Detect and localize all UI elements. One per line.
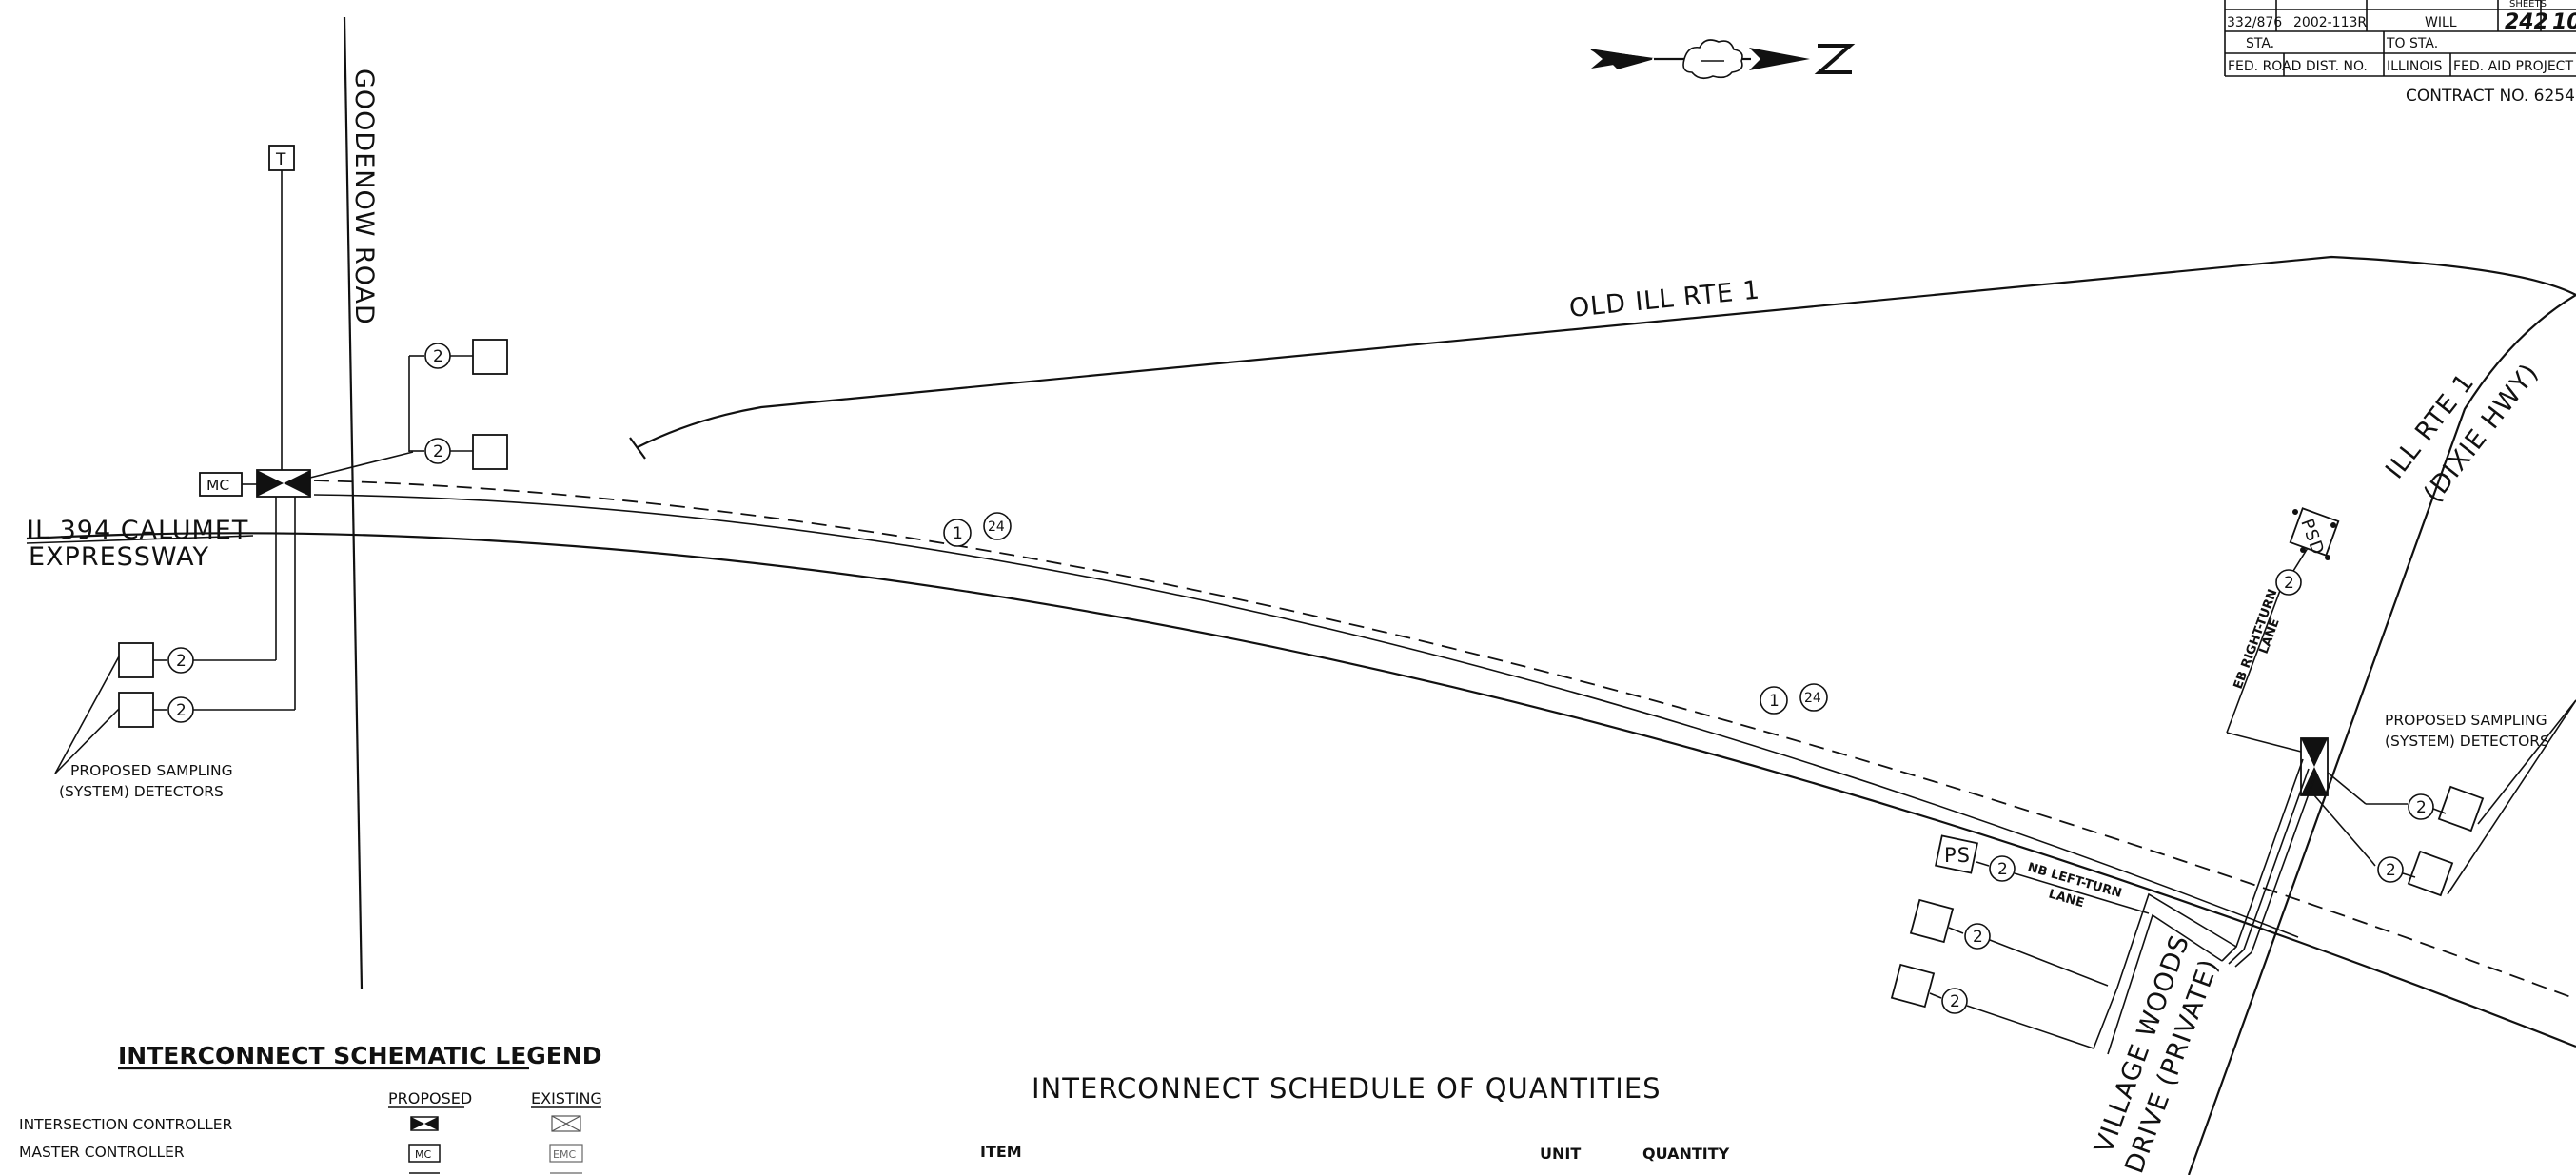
- psd-box: [2289, 507, 2340, 560]
- legend-existing-mc-text: EMC: [553, 1148, 576, 1161]
- legend-row-master-controller: MASTER CONTROLLER: [19, 1144, 185, 1161]
- svg-text:2: 2: [176, 652, 187, 671]
- svg-text:24: 24: [1804, 691, 1821, 706]
- schedule-of-quantities: INTERCONNECT SCHEDULE OF QUANTITIES ITEM…: [980, 1072, 1730, 1163]
- svg-text:1: 1: [1769, 692, 1780, 711]
- svg-text:2: 2: [1997, 860, 2008, 879]
- tb-sta: STA.: [2246, 36, 2274, 51]
- sampling-right-line2: (SYSTEM) DETECTORS: [2385, 733, 2549, 750]
- cable-marker-1a: [943, 519, 972, 547]
- north-arrow-icon: [1590, 39, 1856, 80]
- sampling-left-line2: (SYSTEM) DETECTORS: [59, 783, 224, 800]
- sampling-right-line1: PROPOSED SAMPLING: [2385, 712, 2547, 729]
- mc-box-label: MC: [206, 477, 229, 494]
- detector-box-ul1: [472, 339, 508, 375]
- legend-existing-controller-icon: [551, 1115, 581, 1132]
- schedule-col-unit: UNIT: [1540, 1145, 1581, 1163]
- tb-section: 2002-113R: [2293, 15, 2367, 30]
- detector-box-ul2: [472, 434, 508, 470]
- tb-row-year: 332/876: [2227, 15, 2282, 30]
- tb-illinois: ILLINOIS: [2387, 59, 2442, 74]
- svg-text:1: 1: [953, 524, 963, 543]
- legend-proposed-mc-box: [408, 1144, 441, 1163]
- cable-marker-24a: [983, 512, 1012, 540]
- village-woods-drive: VILLAGE WOODS DRIVE (PRIVATE): [2089, 931, 2224, 1175]
- intersection-controller-icon: [2300, 737, 2329, 796]
- goodenow-road: GOODENOW ROAD: [343, 16, 379, 990]
- old-rte1-label: OLD ILL RTE 1: [1568, 275, 1761, 323]
- goodenow-road-label: GOODENOW ROAD: [349, 69, 379, 325]
- calumet-label-1: IL 394 CALUMET: [27, 516, 248, 545]
- detector-box-rr1: [2437, 785, 2485, 832]
- tb-sheets-total: 242: [2505, 10, 2548, 34]
- t-detector-box: [268, 145, 295, 171]
- detector-box-ll2: [118, 692, 154, 728]
- svg-text:2: 2: [433, 442, 443, 461]
- svg-text:2: 2: [176, 701, 187, 720]
- old-ill-rte-1: OLD ILL RTE 1: [629, 255, 2576, 460]
- sampling-left-line1: PROPOSED SAMPLING: [70, 762, 233, 779]
- tb-sheets-header-fragment: SHEETS: [2509, 0, 2547, 10]
- schedule-title: INTERCONNECT SCHEDULE OF QUANTITIES: [1032, 1072, 1662, 1105]
- legend-col-proposed: PROPOSED: [388, 1089, 472, 1107]
- legend-existing-mc-box: [549, 1144, 583, 1163]
- legend-col-existing: EXISTING: [531, 1089, 602, 1107]
- master-intersection-controller-icon: [256, 469, 311, 498]
- tb-county: WILL: [2425, 15, 2457, 30]
- tb-fed-road: FED. ROAD DIST. NO.: [2228, 59, 2368, 74]
- ps-box-label: PS: [1944, 844, 1971, 867]
- t-box-label: T: [275, 150, 286, 169]
- svg-text:2: 2: [1973, 928, 1983, 947]
- svg-text:2: 2: [1950, 992, 1960, 1011]
- left-intersection: T MC 2 2 2 2: [54, 145, 508, 800]
- detector-box-rr2: [2407, 850, 2454, 897]
- svg-text:2: 2: [433, 347, 443, 366]
- svg-text:2: 2: [2386, 861, 2396, 880]
- interconnect-cables: 1 24 1 24: [313, 480, 2576, 1000]
- legend-proposed-mc-text: MC: [415, 1148, 431, 1161]
- calumet-label-2: EXPRESSWAY: [29, 542, 209, 572]
- schedule-col-item: ITEM: [980, 1143, 1022, 1161]
- detector-box-rl2: [1890, 963, 1936, 1009]
- tb-sheet-no: 10: [2552, 10, 2576, 34]
- legend-proposed-controller-icon: [410, 1116, 439, 1131]
- cable-marker-24b: [1799, 683, 1828, 712]
- nb-left-line2: LANE: [2047, 887, 2086, 911]
- mc-box: [199, 472, 243, 497]
- tb-to-sta: TO STA.: [2386, 36, 2438, 51]
- right-intersection: PS 2 NB LEFT-TURN LANE 2 2 2 PSD EB RIGH: [1890, 507, 2576, 1055]
- cable-marker-1b: [1760, 686, 1788, 715]
- tb-fed-aid: FED. AID PROJECT: [2453, 59, 2573, 74]
- legend-row-intersection-controller: INTERSECTION CONTROLLER: [19, 1116, 233, 1133]
- tb-contract: CONTRACT NO. 6254: [2406, 87, 2575, 106]
- calumet-expressway: IL 394 CALUMET EXPRESSWAY: [26, 516, 2576, 1048]
- schedule-col-quantity: QUANTITY: [1642, 1145, 1730, 1163]
- svg-text:2: 2: [2416, 798, 2427, 817]
- ps-box: [1935, 834, 1978, 874]
- schematic-legend: INTERCONNECT SCHEMATIC LEGEND PROPOSED E…: [19, 1042, 602, 1174]
- title-block: SHEETS 332/876 2002-113R WILL 242 10 STA…: [2224, 0, 2576, 106]
- svg-text:24: 24: [988, 519, 1005, 535]
- legend-title: INTERCONNECT SCHEMATIC LEGEND: [118, 1042, 602, 1069]
- detector-box-ll1: [118, 642, 154, 678]
- svg-text:2: 2: [2284, 574, 2294, 593]
- detector-box-rl1: [1909, 898, 1955, 944]
